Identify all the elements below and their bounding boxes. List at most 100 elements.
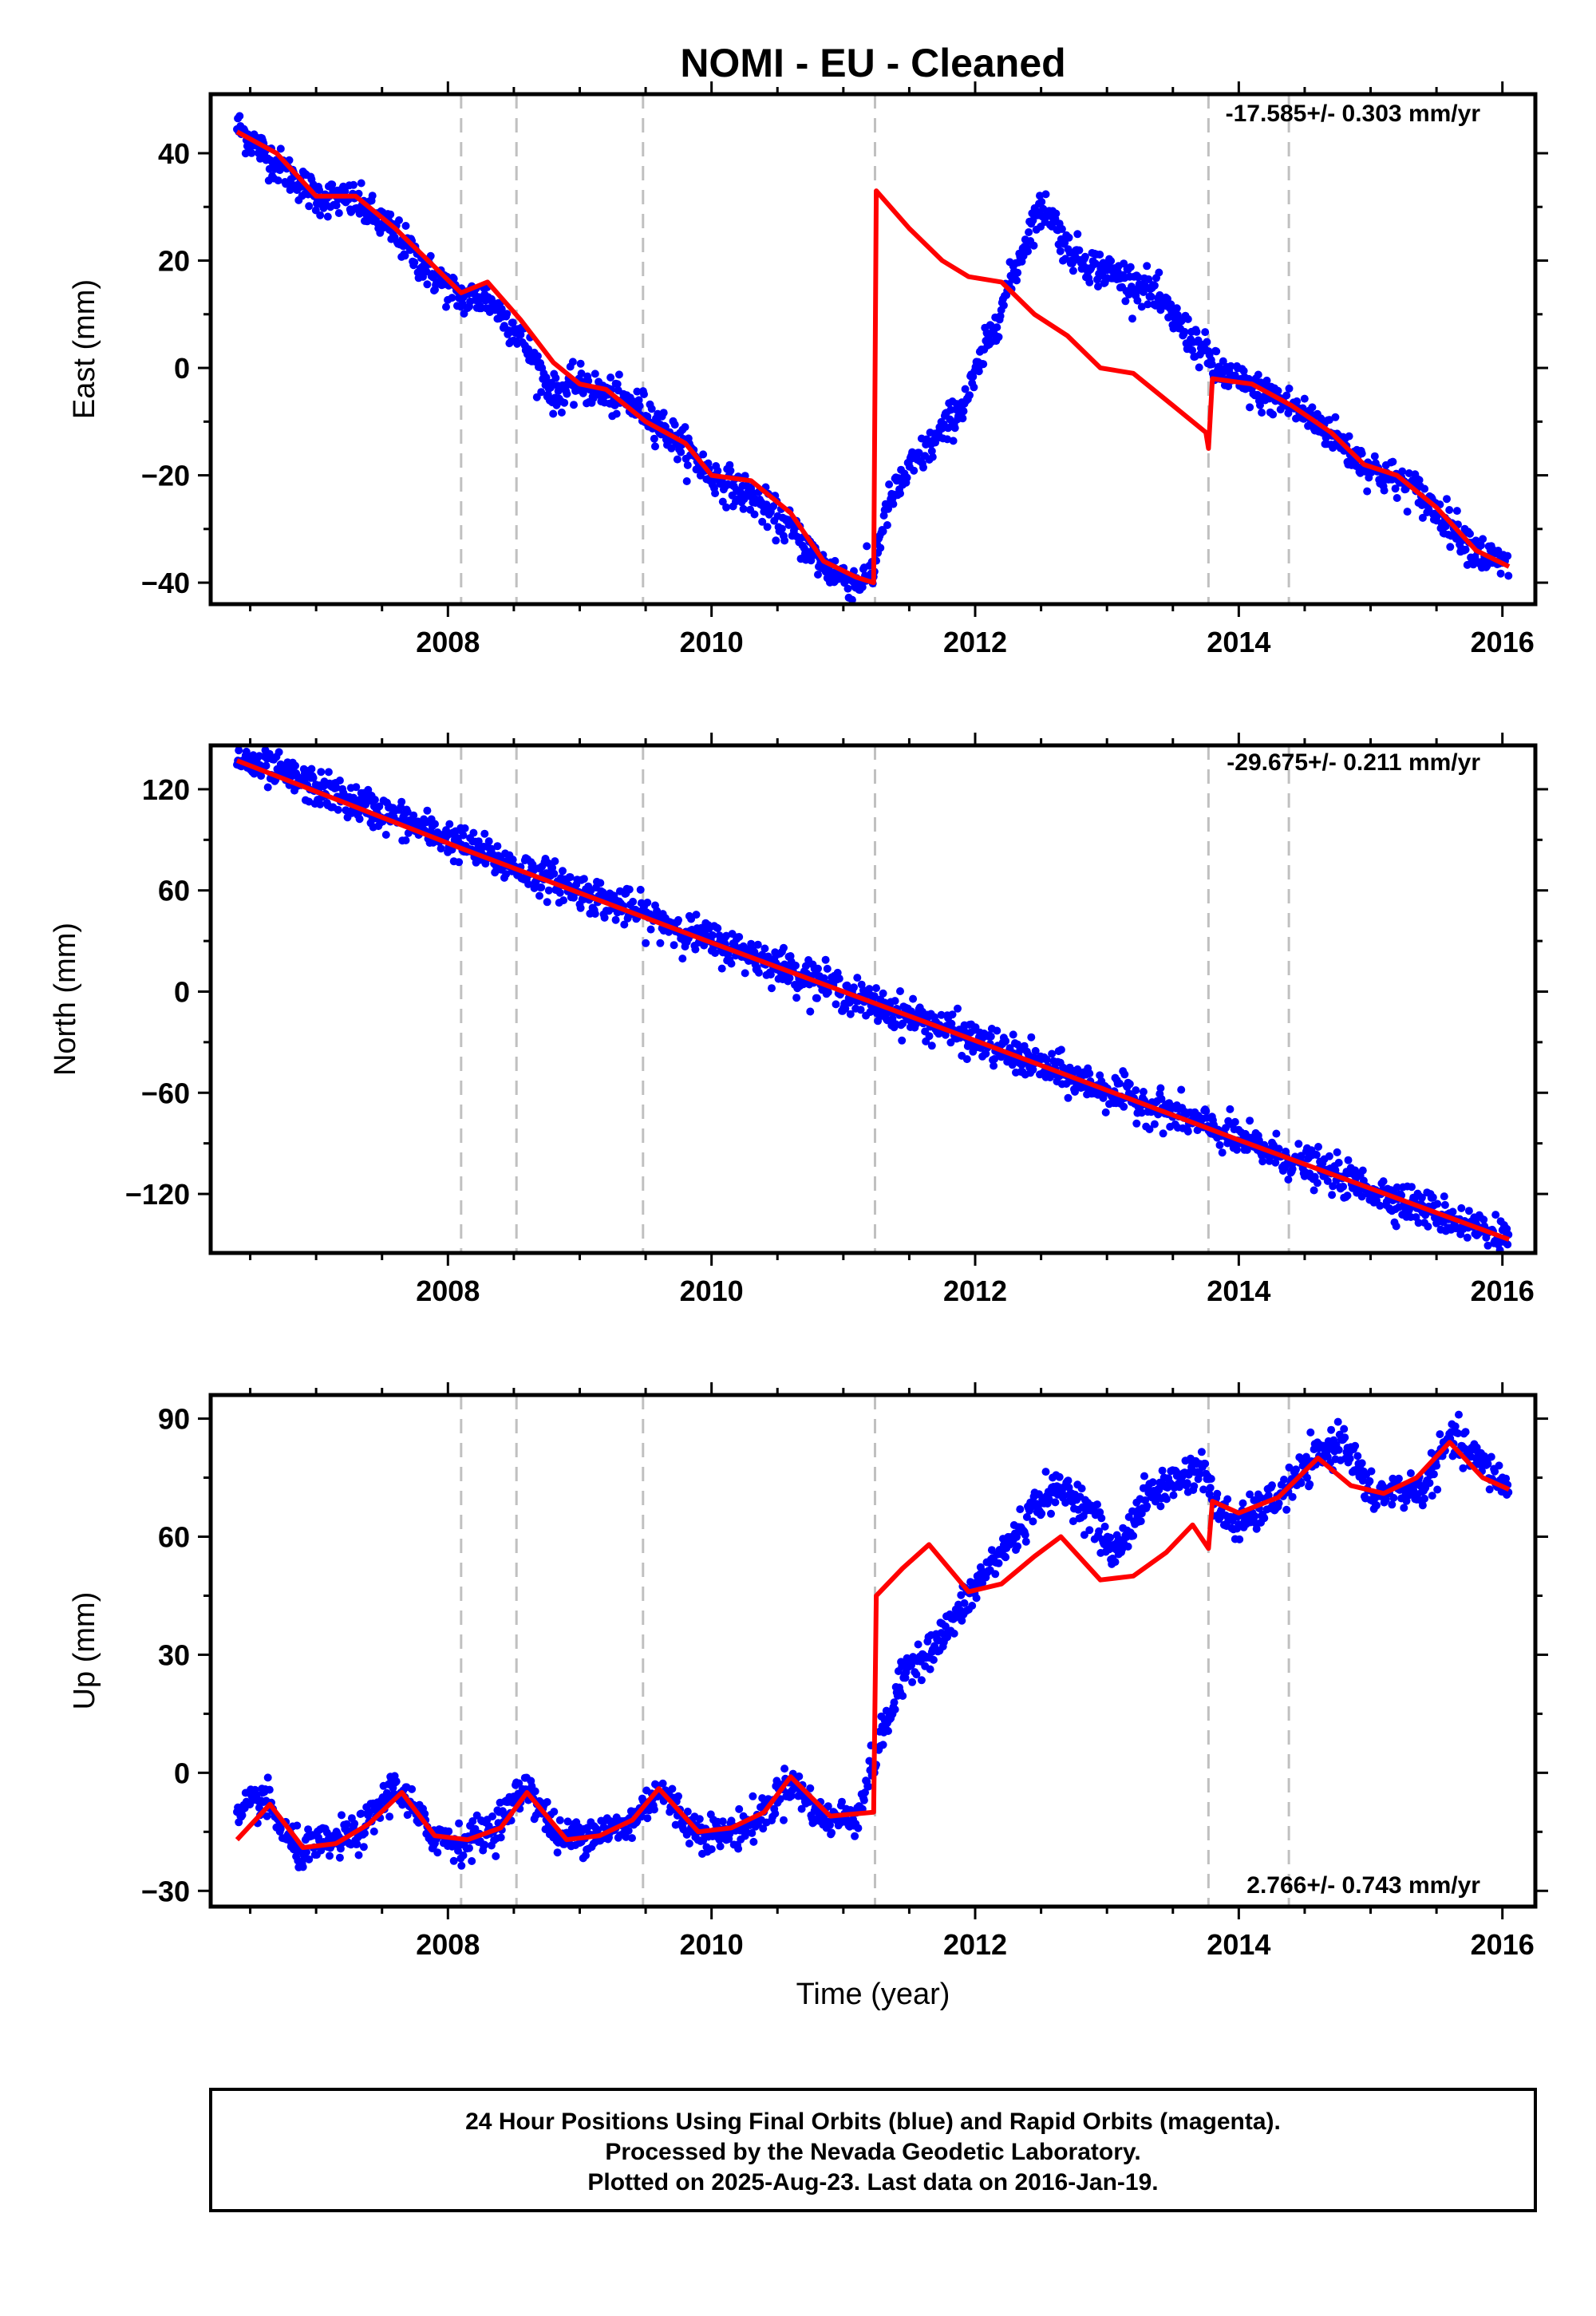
y-tick-label: 0 [174, 975, 190, 1008]
observation-point [711, 949, 720, 958]
observation-point [423, 280, 432, 289]
observation-point [986, 322, 995, 330]
observation-point [612, 409, 621, 418]
observation-point [591, 910, 599, 918]
observation-point [1432, 1461, 1441, 1470]
observation-point [1172, 304, 1181, 313]
observation-point [1052, 209, 1061, 218]
observation-point [497, 305, 506, 314]
observation-point [670, 421, 679, 429]
observation-point [996, 312, 1005, 320]
observation-point [354, 1851, 363, 1860]
observation-point [1075, 246, 1084, 255]
observation-point [835, 974, 843, 983]
plot-frame [208, 92, 1538, 607]
observation-point [1085, 1526, 1094, 1535]
observation-point [1353, 1452, 1362, 1460]
observation-point [359, 1843, 368, 1852]
observation-point [718, 1817, 727, 1826]
observation-point [1093, 1500, 1101, 1509]
observation-point [633, 387, 642, 396]
observation-point [853, 974, 862, 982]
x-tick-label: 2016 [1471, 626, 1535, 658]
observation-point [1183, 314, 1192, 323]
observation-point [613, 380, 622, 389]
observation-point [1150, 281, 1159, 290]
observation-point [1143, 262, 1152, 271]
observation-point [1213, 1489, 1222, 1498]
y-tick-label: −40 [141, 567, 190, 599]
observation-point [1024, 247, 1032, 255]
observation-point [1398, 467, 1407, 476]
observation-point [1331, 413, 1340, 421]
observation-point [1158, 1466, 1167, 1475]
observation-point [750, 948, 759, 957]
velocity-rate-label: -17.585+/- 0.303 mm/yr [1226, 101, 1481, 127]
x-tick-label: 2014 [1207, 1928, 1270, 1961]
observation-point [276, 144, 285, 153]
observation-point [682, 477, 691, 485]
observation-point [763, 523, 772, 532]
observation-point [896, 987, 904, 995]
observation-point [1306, 1428, 1315, 1437]
observation-point [1197, 1448, 1206, 1456]
observation-point [282, 180, 290, 188]
observation-point [1448, 1207, 1457, 1216]
observation-point [1313, 1179, 1321, 1188]
observation-point [1009, 1030, 1017, 1039]
observation-point [1325, 416, 1333, 425]
observation-point [1150, 1120, 1159, 1128]
observation-point [749, 1837, 758, 1846]
observation-point [316, 800, 325, 808]
observation-point [974, 367, 983, 376]
observation-point [708, 931, 717, 939]
observation-point [488, 1812, 496, 1820]
observation-point [508, 318, 517, 327]
observation-point [1341, 1433, 1349, 1442]
observation-point [891, 997, 899, 1006]
observation-point [555, 888, 564, 897]
observation-point [1246, 1117, 1254, 1125]
observation-point [854, 1824, 863, 1832]
observation-point [772, 536, 780, 545]
observation-point [850, 983, 858, 992]
observation-point [480, 829, 489, 838]
observation-point [1310, 1186, 1318, 1195]
observation-point [1169, 1491, 1178, 1500]
observation-point [1139, 1088, 1148, 1096]
observation-point [576, 359, 585, 368]
observation-point [465, 1844, 473, 1852]
observation-point [1224, 382, 1233, 390]
observation-point [403, 808, 412, 816]
x-tick-label: 2016 [1471, 1275, 1535, 1307]
observation-point [614, 370, 623, 379]
observation-point [1100, 1522, 1109, 1531]
observation-point [528, 860, 537, 869]
observation-point [1037, 1509, 1046, 1518]
observation-point [968, 1602, 977, 1610]
observation-point [1463, 1233, 1472, 1242]
observation-point [263, 1773, 272, 1782]
observation-point [1459, 1464, 1468, 1472]
observation-point [1440, 1192, 1448, 1201]
observation-point [563, 389, 571, 398]
caption-line-dates: Plotted on 2025-Aug-23. Last data on 201… [587, 2169, 1158, 2195]
observation-point [1013, 1542, 1022, 1551]
observation-point [961, 385, 970, 393]
observation-point [409, 811, 418, 820]
observation-point [1188, 346, 1197, 354]
observation-point [328, 180, 337, 189]
observation-point [1140, 1472, 1148, 1480]
observation-point [1258, 1157, 1267, 1166]
observation-point [1495, 1461, 1503, 1470]
observation-point [1132, 1086, 1140, 1095]
observation-point [806, 1007, 815, 1016]
observation-point [381, 831, 390, 839]
observation-point [1128, 314, 1136, 323]
observation-point [1406, 1469, 1415, 1477]
caption-line-orbits: 24 Hour Positions Using Final Orbits (bl… [465, 2109, 1281, 2135]
observation-point [1370, 452, 1379, 460]
observation-point [1120, 1070, 1129, 1079]
observation-point [1269, 410, 1278, 419]
